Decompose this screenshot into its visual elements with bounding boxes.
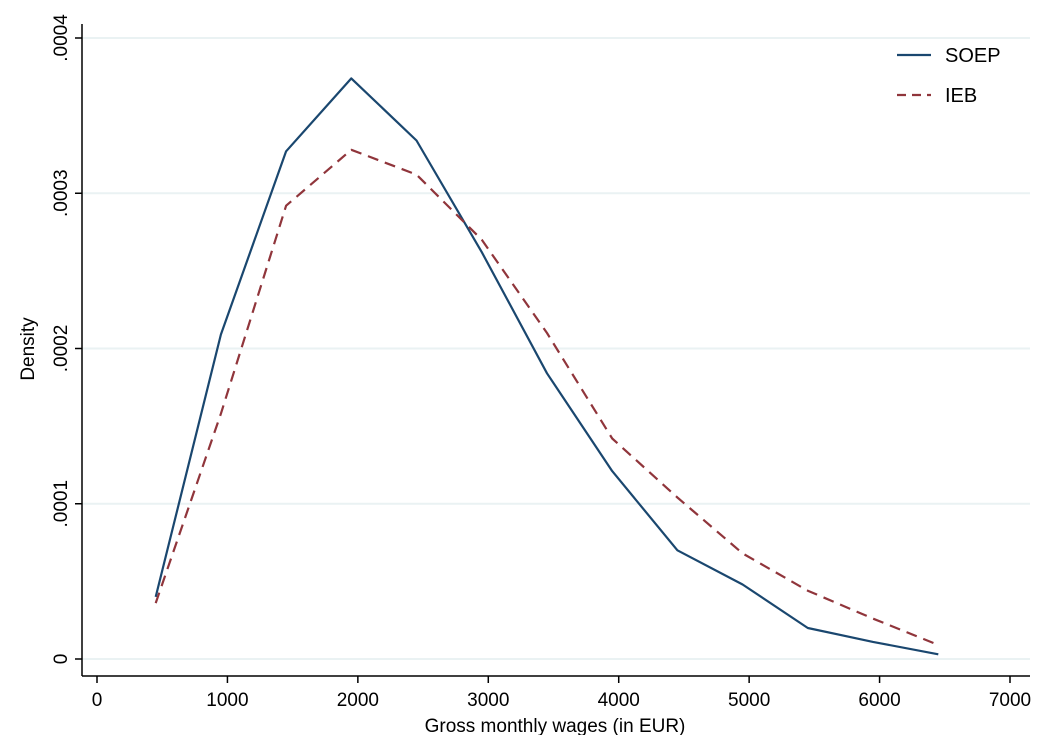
x-tick-label: 1000	[206, 690, 248, 711]
y-tick-label: .0002	[51, 325, 72, 373]
series-layer	[154, 77, 939, 656]
series-line-soep	[154, 77, 939, 656]
x-axis-title: Gross monthly wages (in EUR)	[425, 716, 686, 735]
y-axis-title: Density	[18, 317, 39, 381]
x-tick-label: 2000	[337, 690, 379, 711]
legend: SOEP IEB	[897, 45, 1001, 107]
y-tick-label: 0	[51, 654, 72, 665]
x-tick-label: 7000	[989, 690, 1031, 711]
ticks-layer: 0 .0001 .0002 .0003 .0004 0 1000 2000 3000 4000 50…	[51, 14, 1031, 711]
y-tick-label: .0004	[51, 14, 72, 62]
axes-layer	[81, 24, 1030, 677]
x-tick-label: 3000	[467, 690, 509, 711]
x-tick-label: 6000	[858, 690, 900, 711]
x-tick-label: 4000	[598, 690, 640, 711]
y-tick-label: .0003	[51, 169, 72, 217]
y-tick-label: .0001	[51, 480, 72, 528]
legend-label-ieb: IEB	[945, 85, 977, 107]
series-line-ieb	[154, 148, 939, 647]
x-tick-label: 0	[92, 690, 103, 711]
legend-label-soep: SOEP	[945, 45, 1001, 67]
x-tick-label: 5000	[728, 690, 770, 711]
